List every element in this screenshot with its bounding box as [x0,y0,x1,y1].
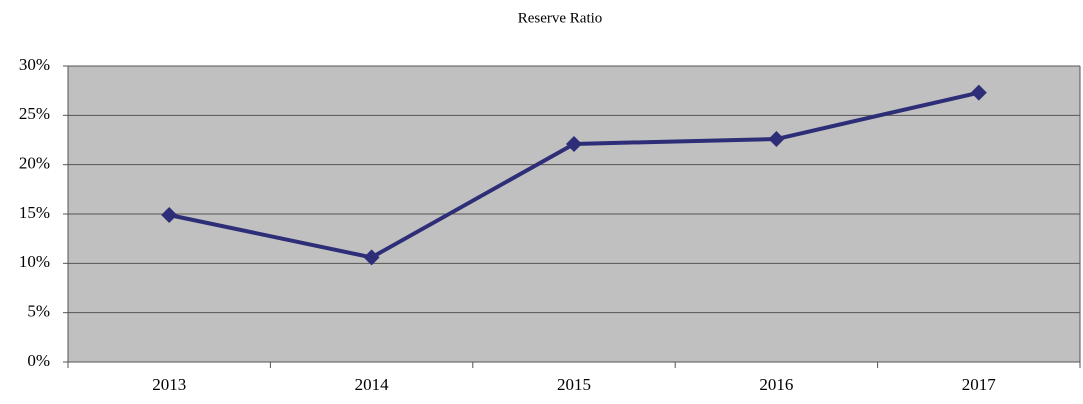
data-marker [161,206,178,223]
x-tick-label: 2014 [355,375,390,394]
x-tick-label: 2016 [759,375,793,394]
x-tick-label: 2017 [962,375,997,394]
data-marker [566,135,582,152]
y-tick-label: 0% [27,351,50,370]
y-tick-label: 30% [19,55,50,74]
chart-title: Reserve Ratio [518,10,603,26]
data-marker [970,84,987,101]
data-marker [768,131,785,148]
y-tick-label: 5% [27,302,50,321]
x-tick-label: 2015 [557,375,591,394]
x-tick-label: 2013 [152,375,186,394]
y-tick-label: 20% [19,154,50,173]
data-marker [363,249,380,266]
y-tick-label: 25% [19,104,50,123]
y-tick-label: 15% [19,203,50,222]
y-tick-label: 10% [19,252,50,271]
